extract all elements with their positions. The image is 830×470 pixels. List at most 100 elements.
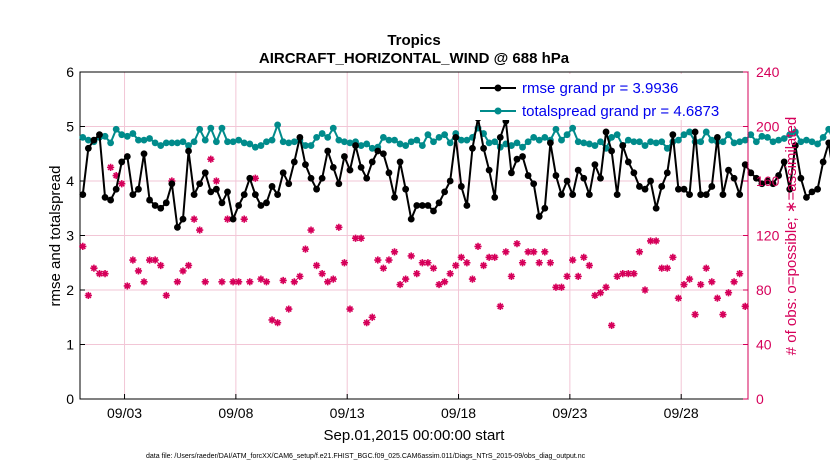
chart-title-region: Tropics bbox=[387, 32, 440, 49]
obs-marker bbox=[491, 253, 499, 261]
obs-marker bbox=[574, 272, 582, 280]
obs-marker bbox=[518, 259, 527, 267]
x-tick-label: 09/03 bbox=[107, 405, 142, 421]
obs-marker bbox=[552, 283, 560, 291]
spread-point bbox=[814, 140, 821, 148]
spread-point bbox=[803, 136, 810, 144]
obs-marker bbox=[635, 248, 644, 256]
spread-point bbox=[563, 131, 571, 139]
spread-point bbox=[240, 139, 248, 147]
obs-marker bbox=[257, 275, 265, 283]
spread-point bbox=[524, 138, 532, 146]
axes: 0 1 2 3 4 5 6 0 40 80 120 160 200 240 09/03 09/08 09/13 0… bbox=[66, 64, 779, 421]
obs-marker bbox=[702, 264, 710, 272]
rmse-point bbox=[263, 199, 270, 207]
spread-point bbox=[246, 140, 254, 148]
rmse-point bbox=[541, 204, 549, 212]
y-left-tick-label: 2 bbox=[66, 282, 74, 298]
obs-marker bbox=[145, 256, 154, 264]
rmse-point bbox=[96, 131, 103, 139]
spread-point bbox=[608, 134, 616, 141]
spread-point bbox=[402, 142, 410, 149]
rmse-point bbox=[318, 174, 326, 182]
obs-marker bbox=[641, 286, 649, 294]
rmse-point bbox=[563, 177, 571, 185]
rmse-point bbox=[469, 144, 476, 152]
obs-marker bbox=[619, 270, 627, 278]
rmse-point bbox=[686, 191, 693, 199]
spread-point bbox=[513, 139, 521, 147]
rmse-point bbox=[296, 134, 304, 141]
spread-point bbox=[290, 138, 298, 146]
spread-point bbox=[764, 134, 771, 141]
obs-marker bbox=[630, 270, 638, 278]
spread-point bbox=[675, 136, 682, 144]
spread-point bbox=[146, 135, 153, 142]
spread-point bbox=[430, 138, 437, 146]
obs-marker bbox=[285, 305, 293, 313]
y-axis-label-right: # of obs: o=possible; ∗=assimilated bbox=[783, 117, 800, 356]
rmse-point bbox=[708, 183, 716, 190]
rmse-point bbox=[769, 180, 777, 188]
obs-marker bbox=[107, 163, 115, 171]
obs-marker bbox=[541, 248, 549, 256]
rmse-point bbox=[591, 161, 599, 169]
spread-point bbox=[775, 136, 783, 144]
spread-point bbox=[663, 144, 671, 152]
spread-point bbox=[535, 136, 543, 144]
obs-marker bbox=[680, 280, 688, 289]
rmse-point bbox=[107, 196, 115, 204]
obs-marker bbox=[502, 248, 510, 256]
obs-marker bbox=[424, 259, 432, 267]
rmse-point bbox=[268, 183, 276, 190]
rmse-point bbox=[697, 191, 705, 199]
spread-point bbox=[357, 142, 365, 149]
obs-marker bbox=[663, 264, 671, 272]
rmse-point bbox=[123, 153, 131, 160]
rmse-point bbox=[324, 147, 332, 155]
rmse-point bbox=[552, 172, 560, 179]
rmse-point bbox=[229, 215, 237, 223]
spread-point bbox=[424, 131, 432, 139]
spread-point bbox=[123, 132, 131, 140]
obs-marker bbox=[496, 302, 504, 310]
spread-point bbox=[530, 134, 538, 141]
obs-marker bbox=[184, 261, 193, 270]
rmse-point bbox=[418, 202, 426, 209]
y-right-tick-label: 40 bbox=[756, 337, 772, 353]
rmse-point bbox=[641, 185, 649, 193]
y-right-tick-label: 120 bbox=[756, 228, 780, 244]
rmse-point bbox=[647, 177, 654, 185]
spread-point bbox=[235, 136, 243, 144]
rmse-point bbox=[285, 180, 293, 188]
rmse-point bbox=[290, 158, 298, 166]
legend-spread-label: totalspread grand pr = 4.6873 bbox=[522, 103, 719, 120]
rmse-point bbox=[730, 174, 738, 182]
rmse-point bbox=[430, 207, 437, 215]
spread-point bbox=[797, 138, 805, 146]
rmse-point bbox=[374, 147, 382, 155]
rmse-point bbox=[485, 166, 493, 174]
obs-marker bbox=[608, 321, 616, 330]
x-tick-label: 09/13 bbox=[330, 405, 365, 421]
obs-marker bbox=[402, 275, 410, 283]
spread-point bbox=[725, 131, 732, 139]
obs-marker bbox=[207, 155, 215, 163]
rmse-point bbox=[580, 174, 588, 182]
spread-point bbox=[346, 139, 354, 147]
rmse-point bbox=[736, 191, 744, 199]
rmse-point bbox=[307, 174, 315, 182]
spread-point bbox=[441, 131, 449, 139]
spread-point bbox=[641, 142, 649, 149]
rmse-point bbox=[546, 139, 554, 147]
spread-point bbox=[552, 125, 560, 133]
rmse-point bbox=[341, 153, 348, 160]
obs-marker bbox=[123, 282, 131, 290]
obs-marker bbox=[246, 278, 254, 286]
spread-point bbox=[463, 136, 471, 144]
obs-marker bbox=[390, 248, 399, 256]
rmse-point bbox=[302, 161, 309, 169]
spread-point bbox=[196, 125, 204, 133]
spread-point bbox=[747, 131, 755, 139]
rmse-point bbox=[524, 172, 532, 179]
